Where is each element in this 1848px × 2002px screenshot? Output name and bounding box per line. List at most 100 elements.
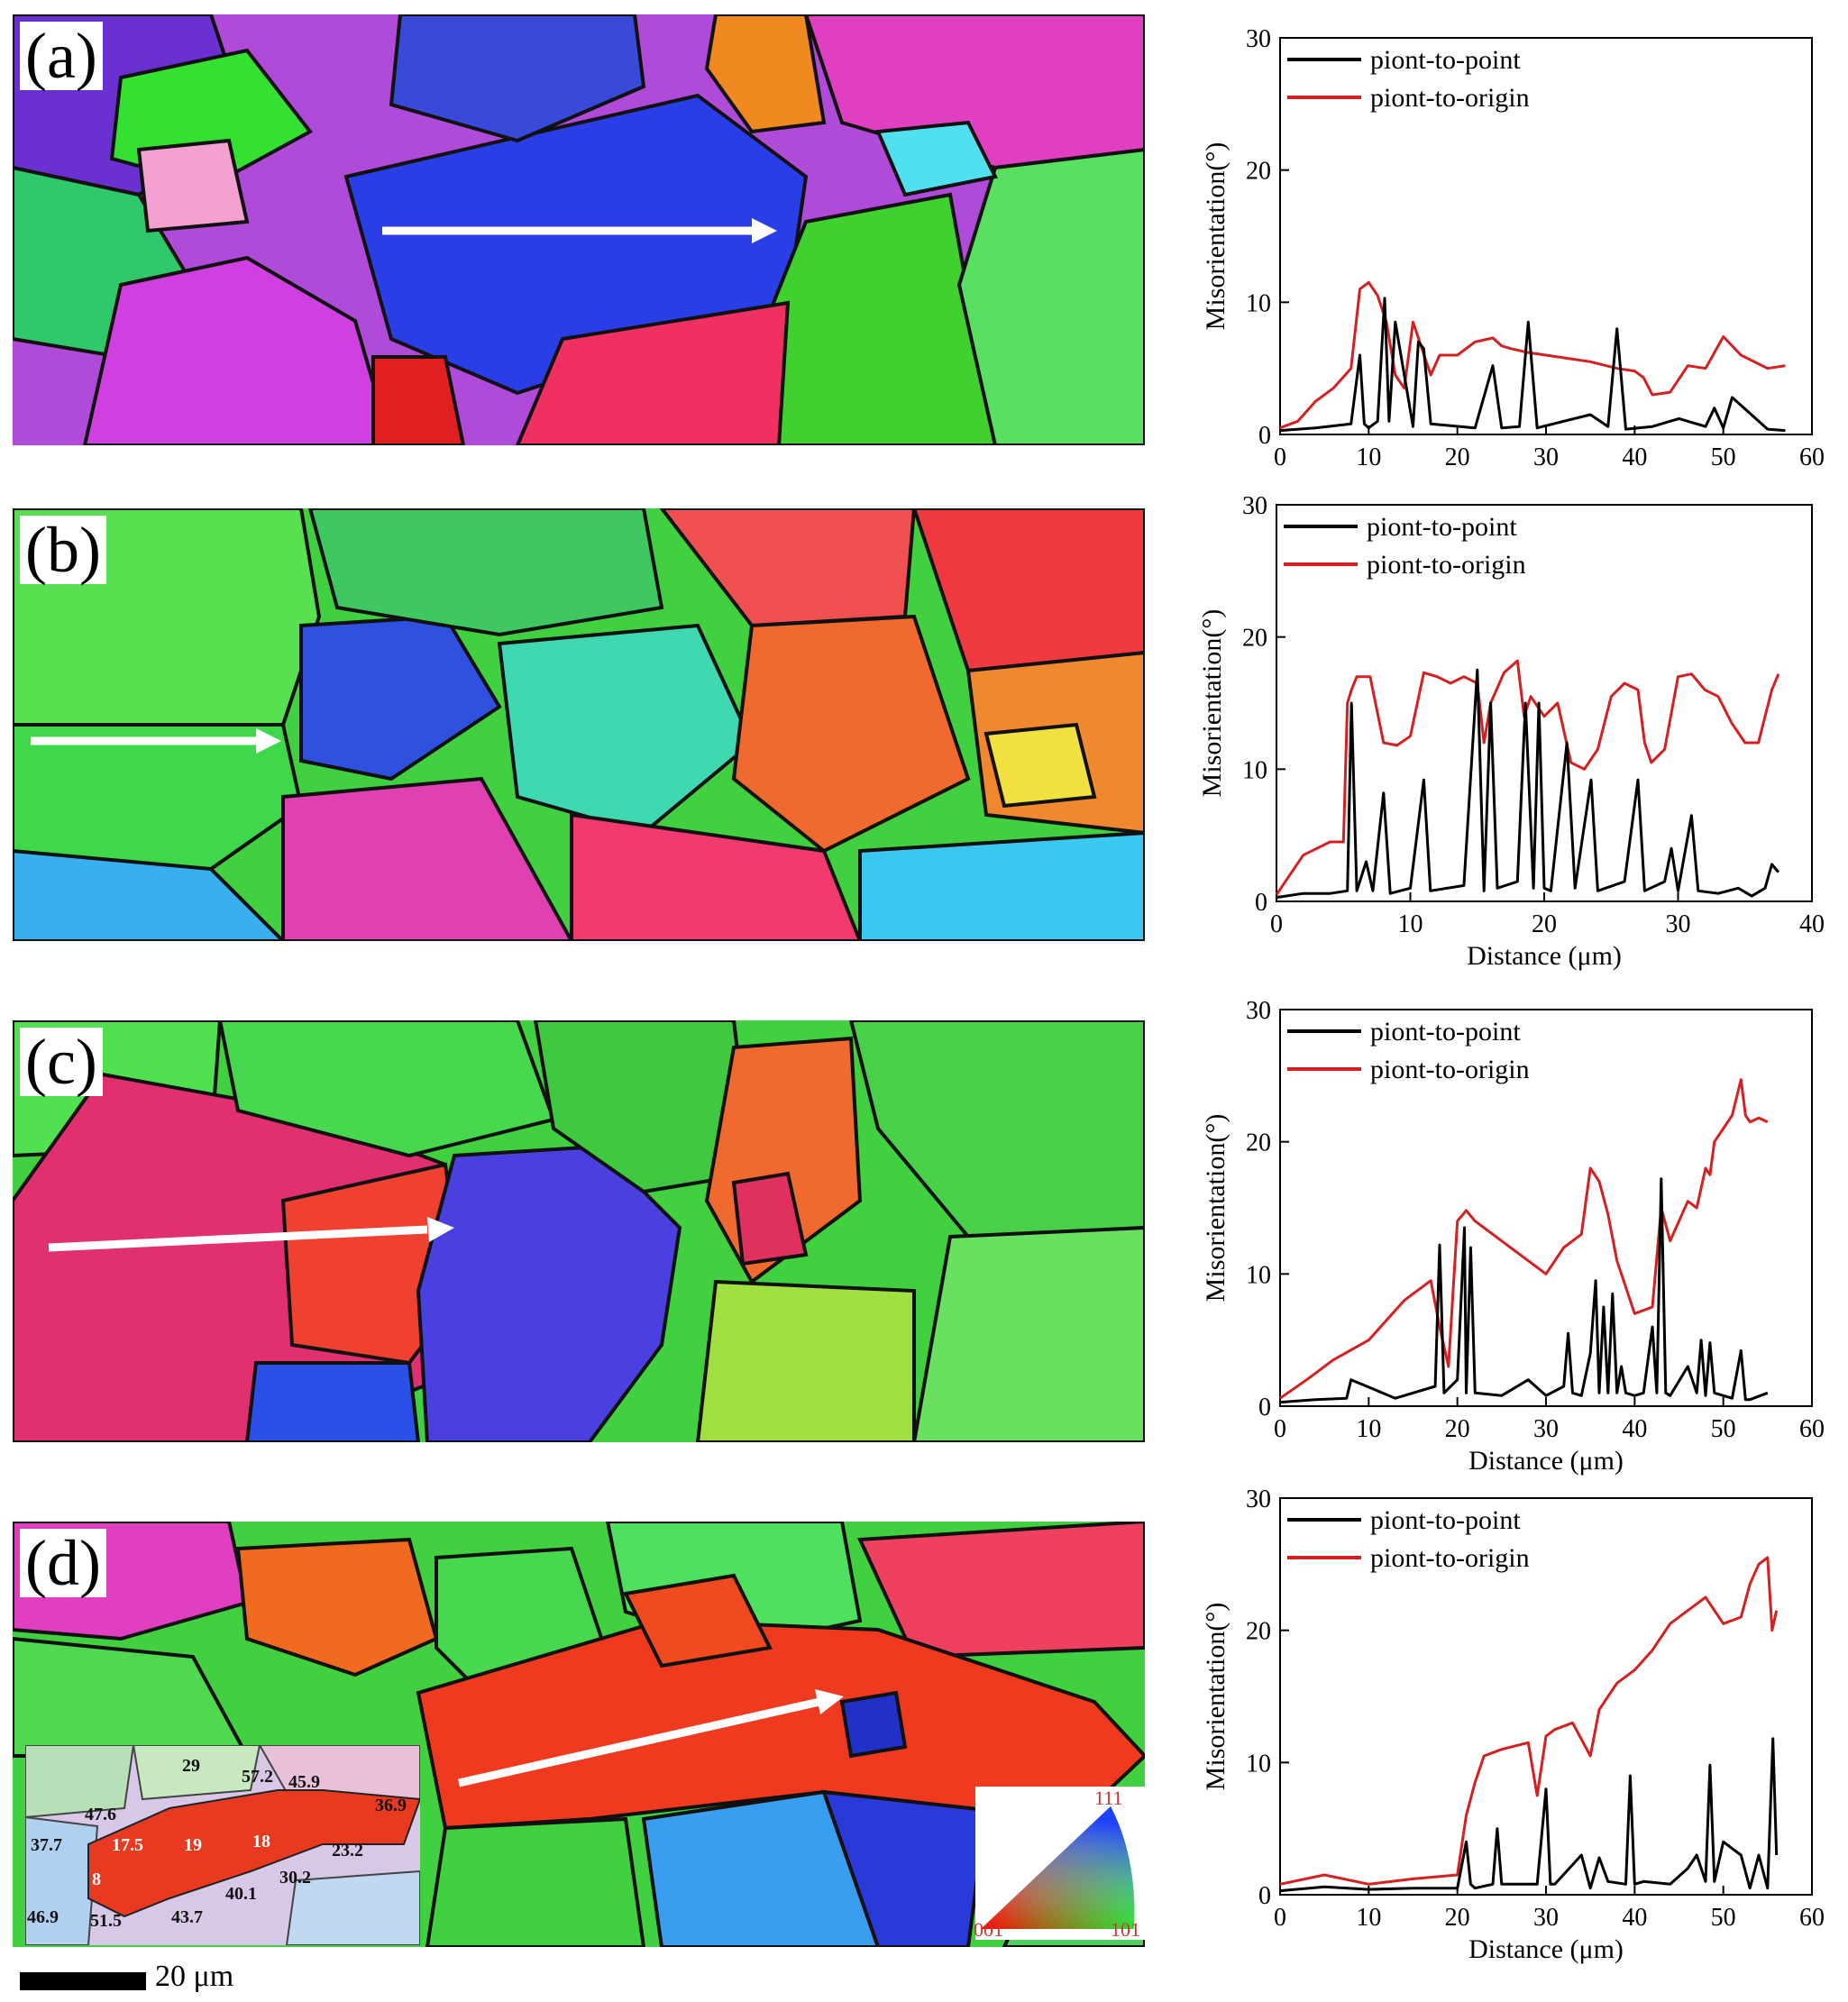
x-tick-label: 20 <box>1532 910 1557 938</box>
inset-value: 19 <box>184 1835 202 1855</box>
misorientation-chart-b: 0 10 20 30 40 0 10 20 30 Misorientation(°) Distanc… <box>1197 492 1825 971</box>
inset-value: 45.9 <box>288 1772 320 1792</box>
panel-label: (d) <box>20 1529 106 1597</box>
y-tick-label: 30 <box>1242 492 1267 520</box>
series-line-point-to-origin <box>1279 1556 1779 1886</box>
x-tick-label: 10 <box>1356 443 1381 471</box>
x-tick-label: 40 <box>1622 1415 1647 1443</box>
legend-label-point-to-point: piont-to-point <box>1370 45 1521 75</box>
inset-value: 30.2 <box>279 1868 311 1888</box>
legend-label-point-to-point: piont-to-point <box>1370 1017 1521 1047</box>
y-tick-label: 30 <box>1246 1486 1271 1513</box>
inset-value: 29 <box>182 1756 200 1776</box>
misorientation-chart-d: 0 10 20 30 40 50 60 0 10 20 30 Misorientation(°) Dis… <box>1201 1486 1825 1964</box>
x-tick-label: 10 <box>1356 1415 1381 1443</box>
y-tick-label: 10 <box>1246 1750 1271 1778</box>
ebsd-map-b: (b) <box>13 508 1145 941</box>
x-tick-label: 40 <box>1622 443 1647 471</box>
x-tick-label: 30 <box>1533 1904 1559 1932</box>
inset-value: 46.9 <box>27 1907 59 1927</box>
series-line-point-to-point <box>1276 668 1780 900</box>
x-tick-label: 10 <box>1398 910 1423 938</box>
plot-b: 0 10 20 30 40 0 10 20 30 Misorientation(°) Distanc… <box>1190 492 1848 987</box>
inset-value: 8 <box>92 1869 101 1889</box>
legend-label-point-to-point: piont-to-point <box>1367 512 1517 542</box>
plot-c: 0 10 20 30 40 50 60 0 10 20 30 Misorientation(°) Dis… <box>1190 997 1848 1476</box>
x-tick-label: 0 <box>1274 1415 1286 1443</box>
inset-value: 51.5 <box>90 1911 122 1931</box>
y-tick-label: 10 <box>1242 756 1267 784</box>
misorientation-chart-c: 0 10 20 30 40 50 60 0 10 20 30 Misorientation(°) Dis… <box>1201 997 1825 1476</box>
y-axis-label: Misorientation(°) <box>1197 609 1227 798</box>
ipf-label-101: 101 <box>1111 1918 1140 1941</box>
inset-value: 40.1 <box>225 1884 257 1904</box>
plot-a: 0 10 20 30 40 50 60 0 10 20 30 Misorientation(°) pio… <box>1190 25 1848 496</box>
inset-value: 17.5 <box>112 1835 143 1855</box>
ipf-legend: 001 101 111 <box>974 1787 1145 1941</box>
inset-value: 18 <box>252 1832 270 1851</box>
x-tick-label: 50 <box>1711 1415 1736 1443</box>
series-line-point-to-point <box>1279 1177 1769 1404</box>
y-axis-label: Misorientation(°) <box>1201 142 1230 331</box>
y-tick-label: 0 <box>1255 889 1267 917</box>
scale-bar <box>20 1972 146 1990</box>
x-tick-label: 60 <box>1799 1904 1825 1932</box>
y-tick-label: 30 <box>1246 25 1271 53</box>
x-tick-label: 60 <box>1799 1415 1825 1443</box>
legend-label-point-to-origin: piont-to-origin <box>1370 83 1530 113</box>
x-tick-label: 30 <box>1533 1415 1559 1443</box>
inset-value: 43.7 <box>171 1907 203 1927</box>
ipf-label-111: 111 <box>1094 1787 1123 1809</box>
y-tick-label: 10 <box>1246 289 1271 317</box>
x-tick-label: 0 <box>1274 443 1286 471</box>
legend-label-point-to-origin: piont-to-origin <box>1370 1543 1530 1573</box>
series-line-point-to-origin <box>1279 1078 1769 1400</box>
x-tick-label: 20 <box>1445 1904 1470 1932</box>
legend-label-point-to-point: piont-to-point <box>1370 1505 1521 1535</box>
y-tick-label: 20 <box>1246 1618 1271 1646</box>
x-tick-label: 0 <box>1270 910 1283 938</box>
y-tick-label: 0 <box>1258 422 1271 450</box>
y-tick-label: 0 <box>1258 1882 1271 1910</box>
y-axis-label: Misorientation(°) <box>1201 1603 1230 1791</box>
y-tick-label: 10 <box>1246 1261 1271 1289</box>
x-axis-label: Distance (μm) <box>1468 1446 1624 1476</box>
inset-value: 36.9 <box>375 1796 407 1815</box>
x-tick-label: 20 <box>1445 443 1470 471</box>
x-tick-label: 20 <box>1445 1415 1470 1443</box>
x-tick-label: 40 <box>1622 1904 1647 1932</box>
panel-label: (b) <box>20 516 106 584</box>
y-tick-label: 30 <box>1246 997 1271 1025</box>
x-axis-label: Distance (μm) <box>1468 1934 1624 1964</box>
x-tick-label: 0 <box>1274 1904 1286 1932</box>
y-tick-label: 0 <box>1258 1394 1271 1422</box>
x-axis-label: Distance (μm) <box>1467 941 1622 971</box>
x-tick-label: 30 <box>1533 443 1559 471</box>
x-tick-label: 60 <box>1799 443 1825 471</box>
series-line-point-to-point <box>1279 1737 1779 1893</box>
legend-label-point-to-origin: piont-to-origin <box>1370 1055 1530 1084</box>
misorientation-chart-a: 0 10 20 30 40 50 60 0 10 20 30 Misorientation(°) pio… <box>1201 25 1825 471</box>
ebsd-map-d: (d) <box>13 1522 1145 1947</box>
x-tick-label: 40 <box>1799 910 1825 938</box>
plot-d: 0 10 20 30 40 50 60 0 10 20 30 Misorientation(°) Dis… <box>1190 1486 1848 1974</box>
y-tick-label: 20 <box>1246 158 1271 186</box>
inset-value: 37.7 <box>31 1835 62 1855</box>
panel-label: (a) <box>20 22 103 90</box>
scale-bar-label: 20 μm <box>155 1960 234 1993</box>
ebsd-map-a: (a) <box>13 14 1145 445</box>
y-tick-label: 20 <box>1242 625 1267 653</box>
ebsd-map-c: (c) <box>13 1020 1145 1442</box>
inset-value: 23.2 <box>332 1841 363 1860</box>
legend-label-point-to-origin: piont-to-origin <box>1367 550 1526 580</box>
x-tick-label: 50 <box>1711 1904 1736 1932</box>
inset-map: 29 57.2 45.9 36.9 47.6 37.7 17.5 19 18 2… <box>25 1745 420 1945</box>
series-line-point-to-origin <box>1275 659 1780 896</box>
x-tick-label: 30 <box>1666 910 1691 938</box>
series-line-point-to-origin <box>1279 280 1786 430</box>
x-tick-label: 10 <box>1356 1904 1381 1932</box>
inset-value: 57.2 <box>242 1767 273 1787</box>
y-axis-label: Misorientation(°) <box>1201 1114 1230 1303</box>
y-tick-label: 20 <box>1246 1129 1271 1157</box>
series-line-point-to-point <box>1279 297 1786 433</box>
